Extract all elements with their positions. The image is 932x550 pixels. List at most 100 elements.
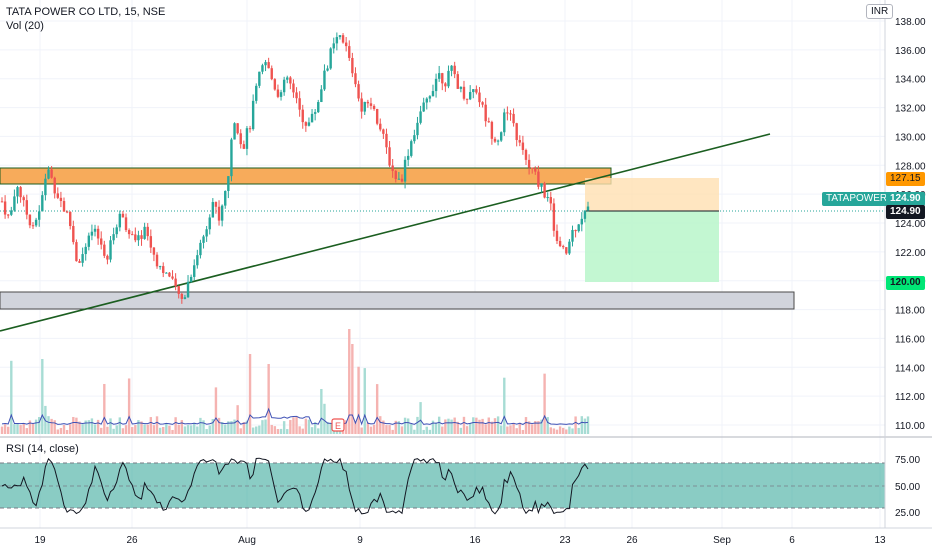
stop-loss-zone[interactable]: [585, 178, 719, 211]
candle-body: [354, 73, 357, 85]
candle-body: [552, 203, 556, 231]
volume-bar: [165, 423, 168, 434]
rsi-indicator-label[interactable]: RSI (14, close): [6, 443, 79, 455]
earnings-marker[interactable]: E: [331, 418, 345, 432]
volume-bar: [583, 418, 587, 434]
rsi-line: [1, 457, 589, 515]
candle-body: [524, 150, 528, 160]
candle-body: [149, 236, 153, 248]
volume-bar: [394, 420, 397, 434]
candle-body: [301, 109, 304, 123]
volume-bar: [103, 383, 106, 434]
candle-body: [248, 128, 252, 130]
volume-bar: [580, 416, 583, 434]
candle-body: [96, 228, 100, 239]
candle-body: [22, 197, 25, 201]
candle-body: [583, 210, 587, 219]
zone-price-tag: 127.15: [886, 172, 925, 186]
volume-bar: [546, 417, 549, 434]
volume-bar: [171, 429, 174, 434]
time-tick-label: 13: [874, 535, 886, 546]
candle-body: [199, 242, 202, 256]
volume-bar: [131, 427, 134, 434]
candle-body: [586, 206, 590, 211]
candle-body: [456, 74, 459, 89]
volume-bar: [124, 425, 128, 434]
volume-bars: [0, 329, 590, 434]
candle-body: [227, 176, 230, 192]
price-tick-label: 128.00: [895, 161, 926, 172]
candle-body: [428, 96, 432, 99]
price-tick-label: 114.00: [895, 363, 925, 374]
candle-body: [261, 65, 264, 72]
candle-body: [53, 177, 56, 194]
candle-body: [279, 92, 283, 97]
time-axis[interactable]: 19 26 Aug 9 16 23 26 Sep 6 13: [34, 535, 886, 546]
candle-body: [447, 70, 450, 87]
volume-bar: [56, 429, 60, 434]
candle-body: [276, 89, 280, 97]
volume-indicator-label[interactable]: Vol (20): [6, 20, 44, 32]
volume-bar: [540, 419, 543, 434]
volume-bar: [127, 378, 131, 434]
volume-bar: [521, 429, 525, 434]
profit-target-zone[interactable]: [585, 211, 719, 282]
volume-bar: [282, 421, 286, 434]
candle-body: [484, 104, 487, 122]
volume-bar: [348, 329, 351, 434]
currency-badge[interactable]: INR: [866, 4, 894, 19]
volume-bar: [295, 416, 298, 434]
symbol-title[interactable]: TATA POWER CO LTD, 15, NSE: [6, 6, 166, 18]
candle-body: [317, 102, 320, 113]
candle-body: [422, 102, 425, 112]
candle-body: [31, 225, 35, 227]
candle-body: [568, 241, 571, 254]
volume-bar: [397, 421, 401, 434]
volume-bar: [193, 422, 196, 434]
volume-bar: [267, 364, 270, 434]
price-axis[interactable]: 138.00136.00134.00132.00130.00128.00126.…: [895, 17, 926, 432]
rsi-axis[interactable]: 75.00 50.00 25.00: [895, 455, 920, 519]
price-tick-label: 136.00: [895, 46, 926, 57]
candle-body: [493, 138, 497, 142]
time-tick-label: 26: [126, 535, 138, 546]
trendline[interactable]: [0, 133, 771, 332]
volume-bar: [118, 417, 122, 434]
volume-bar: [379, 416, 382, 434]
volume-bar: [496, 416, 500, 434]
candle-body: [534, 168, 537, 172]
volume-bar: [155, 416, 159, 434]
candle-body: [326, 68, 329, 71]
volume-bar: [168, 425, 171, 434]
volume-bar: [357, 366, 360, 434]
resistance-zone[interactable]: [0, 167, 612, 185]
candle-body: [363, 101, 366, 112]
candle-body: [468, 92, 472, 100]
volume-bar: [174, 417, 177, 434]
candle-body: [307, 122, 311, 126]
candle-body: [478, 92, 481, 103]
candle-body: [580, 218, 583, 225]
volume-bar: [475, 417, 478, 434]
volume-bar: [183, 426, 187, 434]
candle-body: [205, 229, 208, 237]
volume-bar: [555, 429, 559, 434]
volume-bar: [248, 354, 252, 434]
candle-body: [323, 70, 326, 90]
volume-bar: [180, 420, 184, 434]
price-tick-label: 138.00: [895, 17, 926, 28]
volume-bar: [301, 428, 304, 434]
volume-bar: [186, 425, 190, 434]
volume-bar: [481, 418, 484, 434]
volume-bar: [149, 417, 153, 434]
volume-bar: [242, 422, 246, 434]
support-zone[interactable]: [0, 291, 795, 310]
candle-body: [124, 217, 128, 231]
volume-bar: [326, 421, 329, 434]
candle-body: [462, 86, 466, 99]
volume-bar: [310, 427, 314, 434]
candle-body: [565, 247, 568, 254]
candle-body: [499, 132, 503, 141]
volume-bar: [472, 417, 475, 434]
